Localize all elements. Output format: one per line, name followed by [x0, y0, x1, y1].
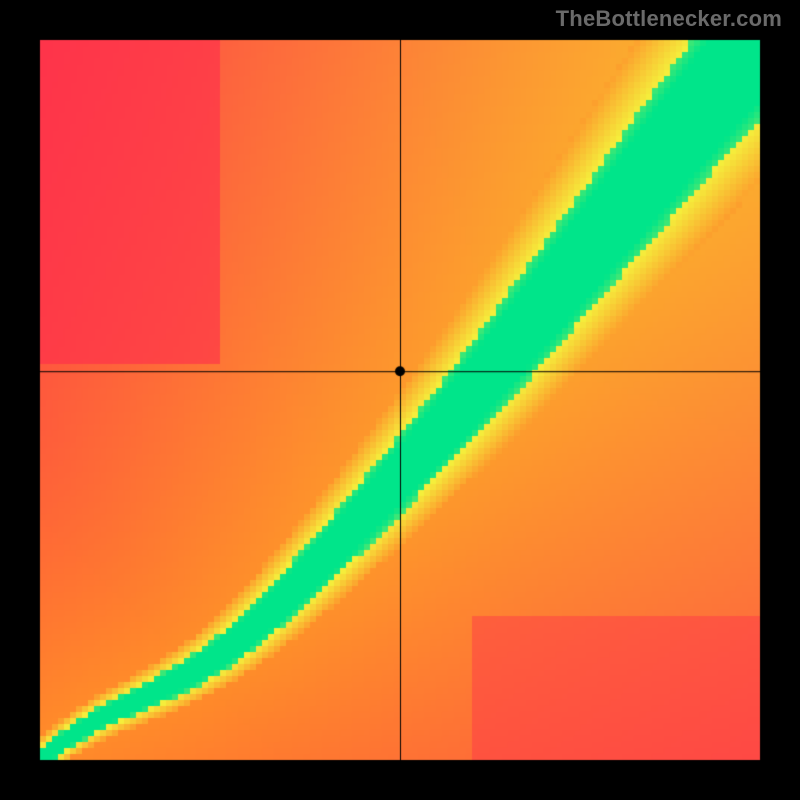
bottleneck-heatmap-canvas	[0, 0, 800, 800]
watermark-text: TheBottlenecker.com	[556, 6, 782, 32]
